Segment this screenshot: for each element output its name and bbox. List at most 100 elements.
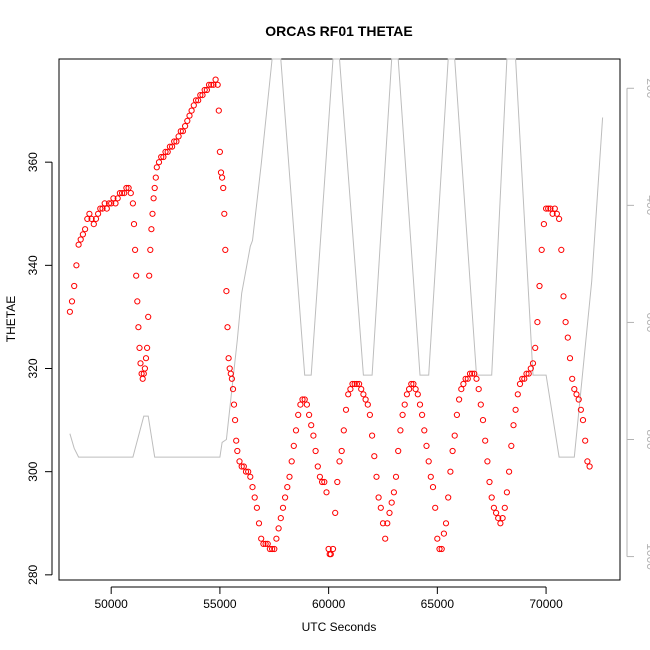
pressure-line-layer — [69, 58, 604, 458]
thetae-point — [222, 246, 229, 253]
x-tick-label: 65000 — [421, 597, 455, 611]
thetae-point — [543, 205, 550, 212]
thetae-point — [88, 215, 95, 222]
thetae-point — [66, 308, 74, 315]
thetae-point — [133, 272, 140, 279]
thetae-point — [445, 494, 452, 501]
thetae-point — [353, 380, 360, 388]
thetae-point — [292, 427, 300, 434]
thetae-point — [312, 447, 319, 455]
thetae-point — [299, 396, 306, 403]
thetae-point — [529, 360, 537, 367]
thetae-point — [379, 520, 387, 527]
thetae-point — [136, 344, 143, 351]
thetae-point — [247, 473, 254, 480]
thetae-point — [150, 195, 157, 202]
thetae-point — [440, 530, 447, 537]
thetae-point — [458, 386, 465, 393]
thetae-point — [438, 545, 445, 553]
thetae-point — [223, 288, 230, 295]
thetae-point — [321, 478, 328, 486]
thetae-point — [369, 432, 376, 439]
thetae-point — [421, 427, 428, 434]
thetae-point — [525, 370, 532, 377]
y-tick-label: 300 — [26, 461, 40, 481]
thetae-point — [130, 221, 138, 228]
thetae-point — [92, 215, 100, 222]
pressure-series-line — [69, 58, 604, 458]
thetae-point — [266, 545, 273, 553]
thetae-point — [586, 463, 593, 470]
thetae-point — [488, 494, 495, 501]
thetae-point — [434, 535, 441, 542]
thetae-point — [508, 442, 515, 449]
thetae-point — [127, 190, 134, 197]
thetae-point — [364, 401, 371, 408]
thetae-point — [260, 540, 267, 548]
thetae-point — [319, 478, 326, 486]
thetae-point — [166, 143, 173, 150]
thetae-point — [225, 355, 232, 362]
thetae-point — [332, 509, 339, 517]
thetae-point — [119, 190, 126, 197]
thetae-point — [456, 396, 463, 403]
thetae-point — [219, 174, 226, 181]
thetae-point — [262, 540, 269, 548]
thetae-point — [536, 282, 543, 290]
thetae-point — [279, 504, 287, 511]
thetae-point — [186, 112, 193, 119]
thetae-point — [242, 468, 250, 475]
thetae-point — [227, 370, 234, 377]
thetae-point — [408, 380, 415, 388]
x-axis-label: UTC Seconds — [302, 620, 377, 634]
thetae-point — [146, 272, 153, 279]
thetae-point — [562, 319, 569, 326]
thetae-point — [112, 200, 119, 207]
thetae-point — [329, 545, 337, 553]
thetae-point — [141, 365, 148, 372]
thetae-point — [414, 391, 421, 398]
thetae-point — [449, 447, 456, 455]
thetae-point — [148, 226, 155, 233]
thetae-point — [473, 375, 480, 382]
thetae-point — [316, 473, 323, 480]
thetae-point — [490, 504, 497, 511]
thetae-point — [545, 205, 552, 212]
thetae-point — [551, 205, 558, 212]
thetae-point — [373, 473, 380, 480]
thetae-point — [479, 417, 487, 424]
thetae-point — [82, 226, 89, 233]
thetae-point — [97, 205, 104, 212]
thetae-point — [471, 370, 478, 377]
thetae-point — [155, 159, 163, 166]
thetae-point — [356, 380, 363, 388]
thetae-point — [358, 386, 365, 393]
secondary-y-tick-label: 1000 — [644, 543, 650, 570]
thetae-point — [210, 81, 217, 88]
thetae-point — [497, 520, 504, 527]
thetae-point — [477, 401, 484, 408]
thetae-point — [297, 401, 304, 408]
thetae-point — [514, 391, 521, 398]
thetae-point — [249, 484, 256, 491]
x-tick-label: 60000 — [312, 597, 346, 611]
thetae-point — [416, 401, 424, 408]
thetae-point — [95, 210, 102, 217]
thetae-point — [501, 504, 508, 511]
thetae-point — [121, 190, 128, 197]
thetae-point — [516, 380, 524, 388]
thetae-point — [114, 195, 121, 202]
thetae-point — [375, 494, 382, 501]
x-tick-label: 50000 — [94, 597, 128, 611]
thetae-point — [184, 117, 191, 125]
thetae-point — [486, 478, 493, 486]
thetae-point — [377, 504, 384, 511]
thetae-point — [288, 458, 295, 465]
thetae-point — [460, 380, 467, 388]
x-tick-label: 55000 — [203, 597, 237, 611]
thetae-point — [540, 221, 548, 228]
thetae-point — [188, 107, 195, 114]
thetae-point — [558, 246, 565, 253]
thetae-point — [203, 86, 210, 94]
